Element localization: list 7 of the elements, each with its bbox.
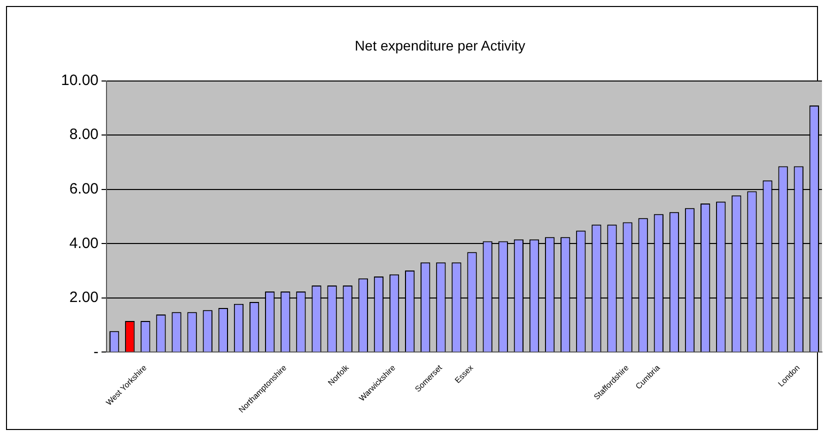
y-tick-label: 6.00 — [69, 180, 99, 198]
y-tick-label: 8.00 — [69, 126, 99, 144]
y-tick-label: 10.00 — [60, 72, 99, 89]
y-tick-label: 4.00 — [69, 234, 99, 252]
y-tick-label: 2.00 — [69, 289, 99, 306]
chart-title: Net expenditure per Activity — [354, 37, 526, 54]
y-tick-label: - — [94, 343, 99, 360]
